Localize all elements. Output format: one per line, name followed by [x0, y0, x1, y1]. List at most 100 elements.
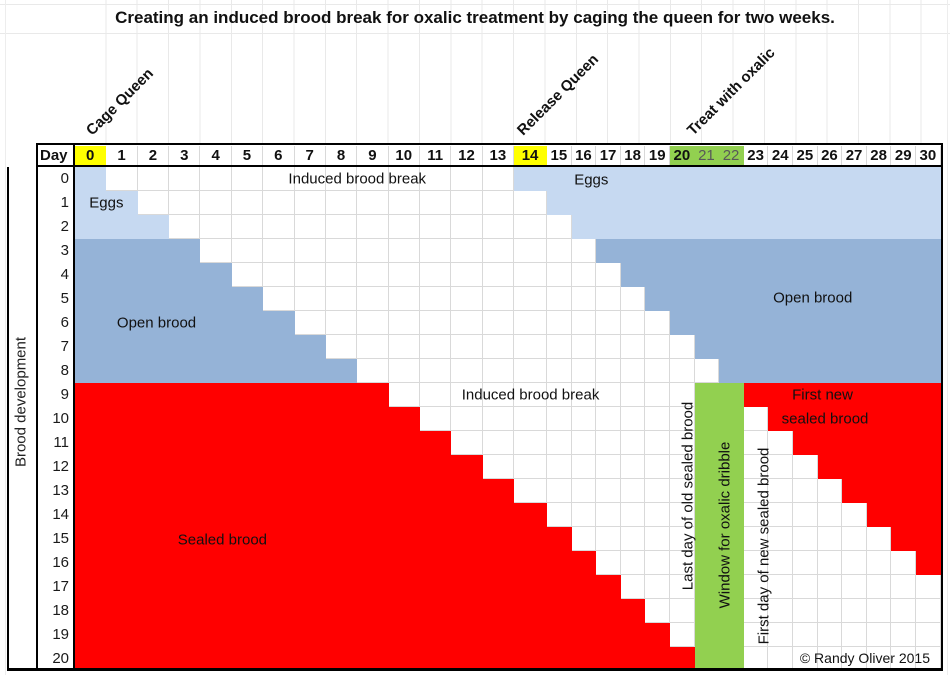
grid-cell	[842, 239, 867, 263]
grid-cell	[419, 551, 452, 575]
grid-cell	[325, 167, 358, 191]
grid-cell	[743, 551, 769, 575]
grid-cell	[768, 455, 794, 479]
grid-cell	[106, 551, 138, 575]
grid-cell	[620, 503, 646, 527]
grid-cell	[891, 503, 917, 527]
grid-cell	[357, 431, 389, 455]
grid-cell	[514, 647, 548, 671]
grid-cell	[719, 455, 744, 479]
annotation-induced-top: Induced brood break	[288, 170, 427, 188]
grid-cell	[817, 287, 843, 311]
grid-cell	[694, 479, 720, 503]
grid-cell	[694, 551, 720, 575]
grid-cell	[547, 527, 572, 551]
grid-cell	[743, 623, 769, 647]
grid-cell	[388, 407, 420, 431]
grid-cell	[482, 335, 515, 359]
grid-cell	[645, 599, 671, 623]
day-header-cell: 23	[743, 146, 769, 165]
day-header-cell: 24	[768, 146, 794, 165]
grid-cell	[670, 335, 695, 359]
grid-cell	[916, 455, 941, 479]
grid-cell	[768, 383, 794, 407]
grid-cell	[451, 431, 483, 455]
grid-cell	[294, 287, 326, 311]
grid-cell	[419, 311, 452, 335]
grid-cell	[419, 623, 452, 647]
grid-cell	[694, 455, 720, 479]
grid-cell	[620, 239, 646, 263]
grid-cell	[719, 167, 744, 191]
grid-cell	[514, 167, 548, 191]
grid-cell	[596, 263, 621, 287]
grid-cell	[75, 479, 107, 503]
grid-cell	[719, 503, 744, 527]
grid-cell	[200, 455, 232, 479]
grid-cell	[645, 335, 671, 359]
grid-cell	[231, 359, 264, 383]
grid-cell	[916, 599, 941, 623]
grid-cell	[596, 239, 621, 263]
grid-cell	[263, 383, 295, 407]
grid-cell	[670, 503, 695, 527]
grid-cell	[482, 287, 515, 311]
day-header-cell: 29	[891, 146, 917, 165]
grid-cell	[670, 431, 695, 455]
grid-cell	[719, 527, 744, 551]
grid-cell	[200, 335, 232, 359]
grid-cell	[263, 431, 295, 455]
frame-axis	[73, 143, 75, 671]
grid-cell	[294, 167, 326, 191]
day-header-cell: 11	[419, 146, 452, 165]
grid-cell	[169, 215, 201, 239]
grid-cell	[793, 263, 818, 287]
grid-cell	[294, 527, 326, 551]
brood-row-number: 5	[60, 290, 69, 307]
grid-cell	[571, 479, 597, 503]
brood-row-number: 0	[60, 170, 69, 187]
grid-cell	[842, 263, 867, 287]
grid-cell	[866, 335, 892, 359]
grid-cell	[200, 431, 232, 455]
grid-cell	[719, 431, 744, 455]
grid-cell	[263, 623, 295, 647]
grid-cell	[231, 215, 264, 239]
grid-cell	[768, 311, 794, 335]
grid-cell	[817, 263, 843, 287]
grid-cell	[571, 623, 597, 647]
grid-cell	[325, 383, 358, 407]
grid-cell	[137, 359, 170, 383]
day-header-cell: 6	[263, 146, 295, 165]
annotation-open-right: Open brood	[773, 289, 853, 307]
brood-row-number: 13	[52, 482, 69, 499]
grid-cell	[571, 551, 597, 575]
grid-cell	[482, 623, 515, 647]
grid-cell	[842, 215, 867, 239]
grid-cell	[482, 503, 515, 527]
grid-cell	[137, 263, 170, 287]
grid-cell	[325, 335, 358, 359]
grid-cell	[793, 647, 818, 671]
grid-cell	[817, 359, 843, 383]
grid-cell	[231, 335, 264, 359]
annotation-eggs-right: Eggs	[574, 171, 609, 189]
grid-cell	[137, 335, 170, 359]
grid-cell	[620, 575, 646, 599]
brood-row-number: 1	[60, 194, 69, 211]
grid-cell	[694, 239, 720, 263]
grid-cell	[514, 479, 548, 503]
grid-cell	[169, 335, 201, 359]
grid-cell	[842, 647, 867, 671]
day-header-cell: 19	[645, 146, 671, 165]
grid-cell	[842, 167, 867, 191]
grid-cell	[768, 215, 794, 239]
day-header-cell: 7	[294, 146, 326, 165]
grid-cell	[768, 167, 794, 191]
grid-cell	[514, 431, 548, 455]
grid-cell	[294, 431, 326, 455]
grid-cell	[817, 455, 843, 479]
grid-cell	[916, 191, 941, 215]
day-header-cell: 9	[357, 146, 389, 165]
